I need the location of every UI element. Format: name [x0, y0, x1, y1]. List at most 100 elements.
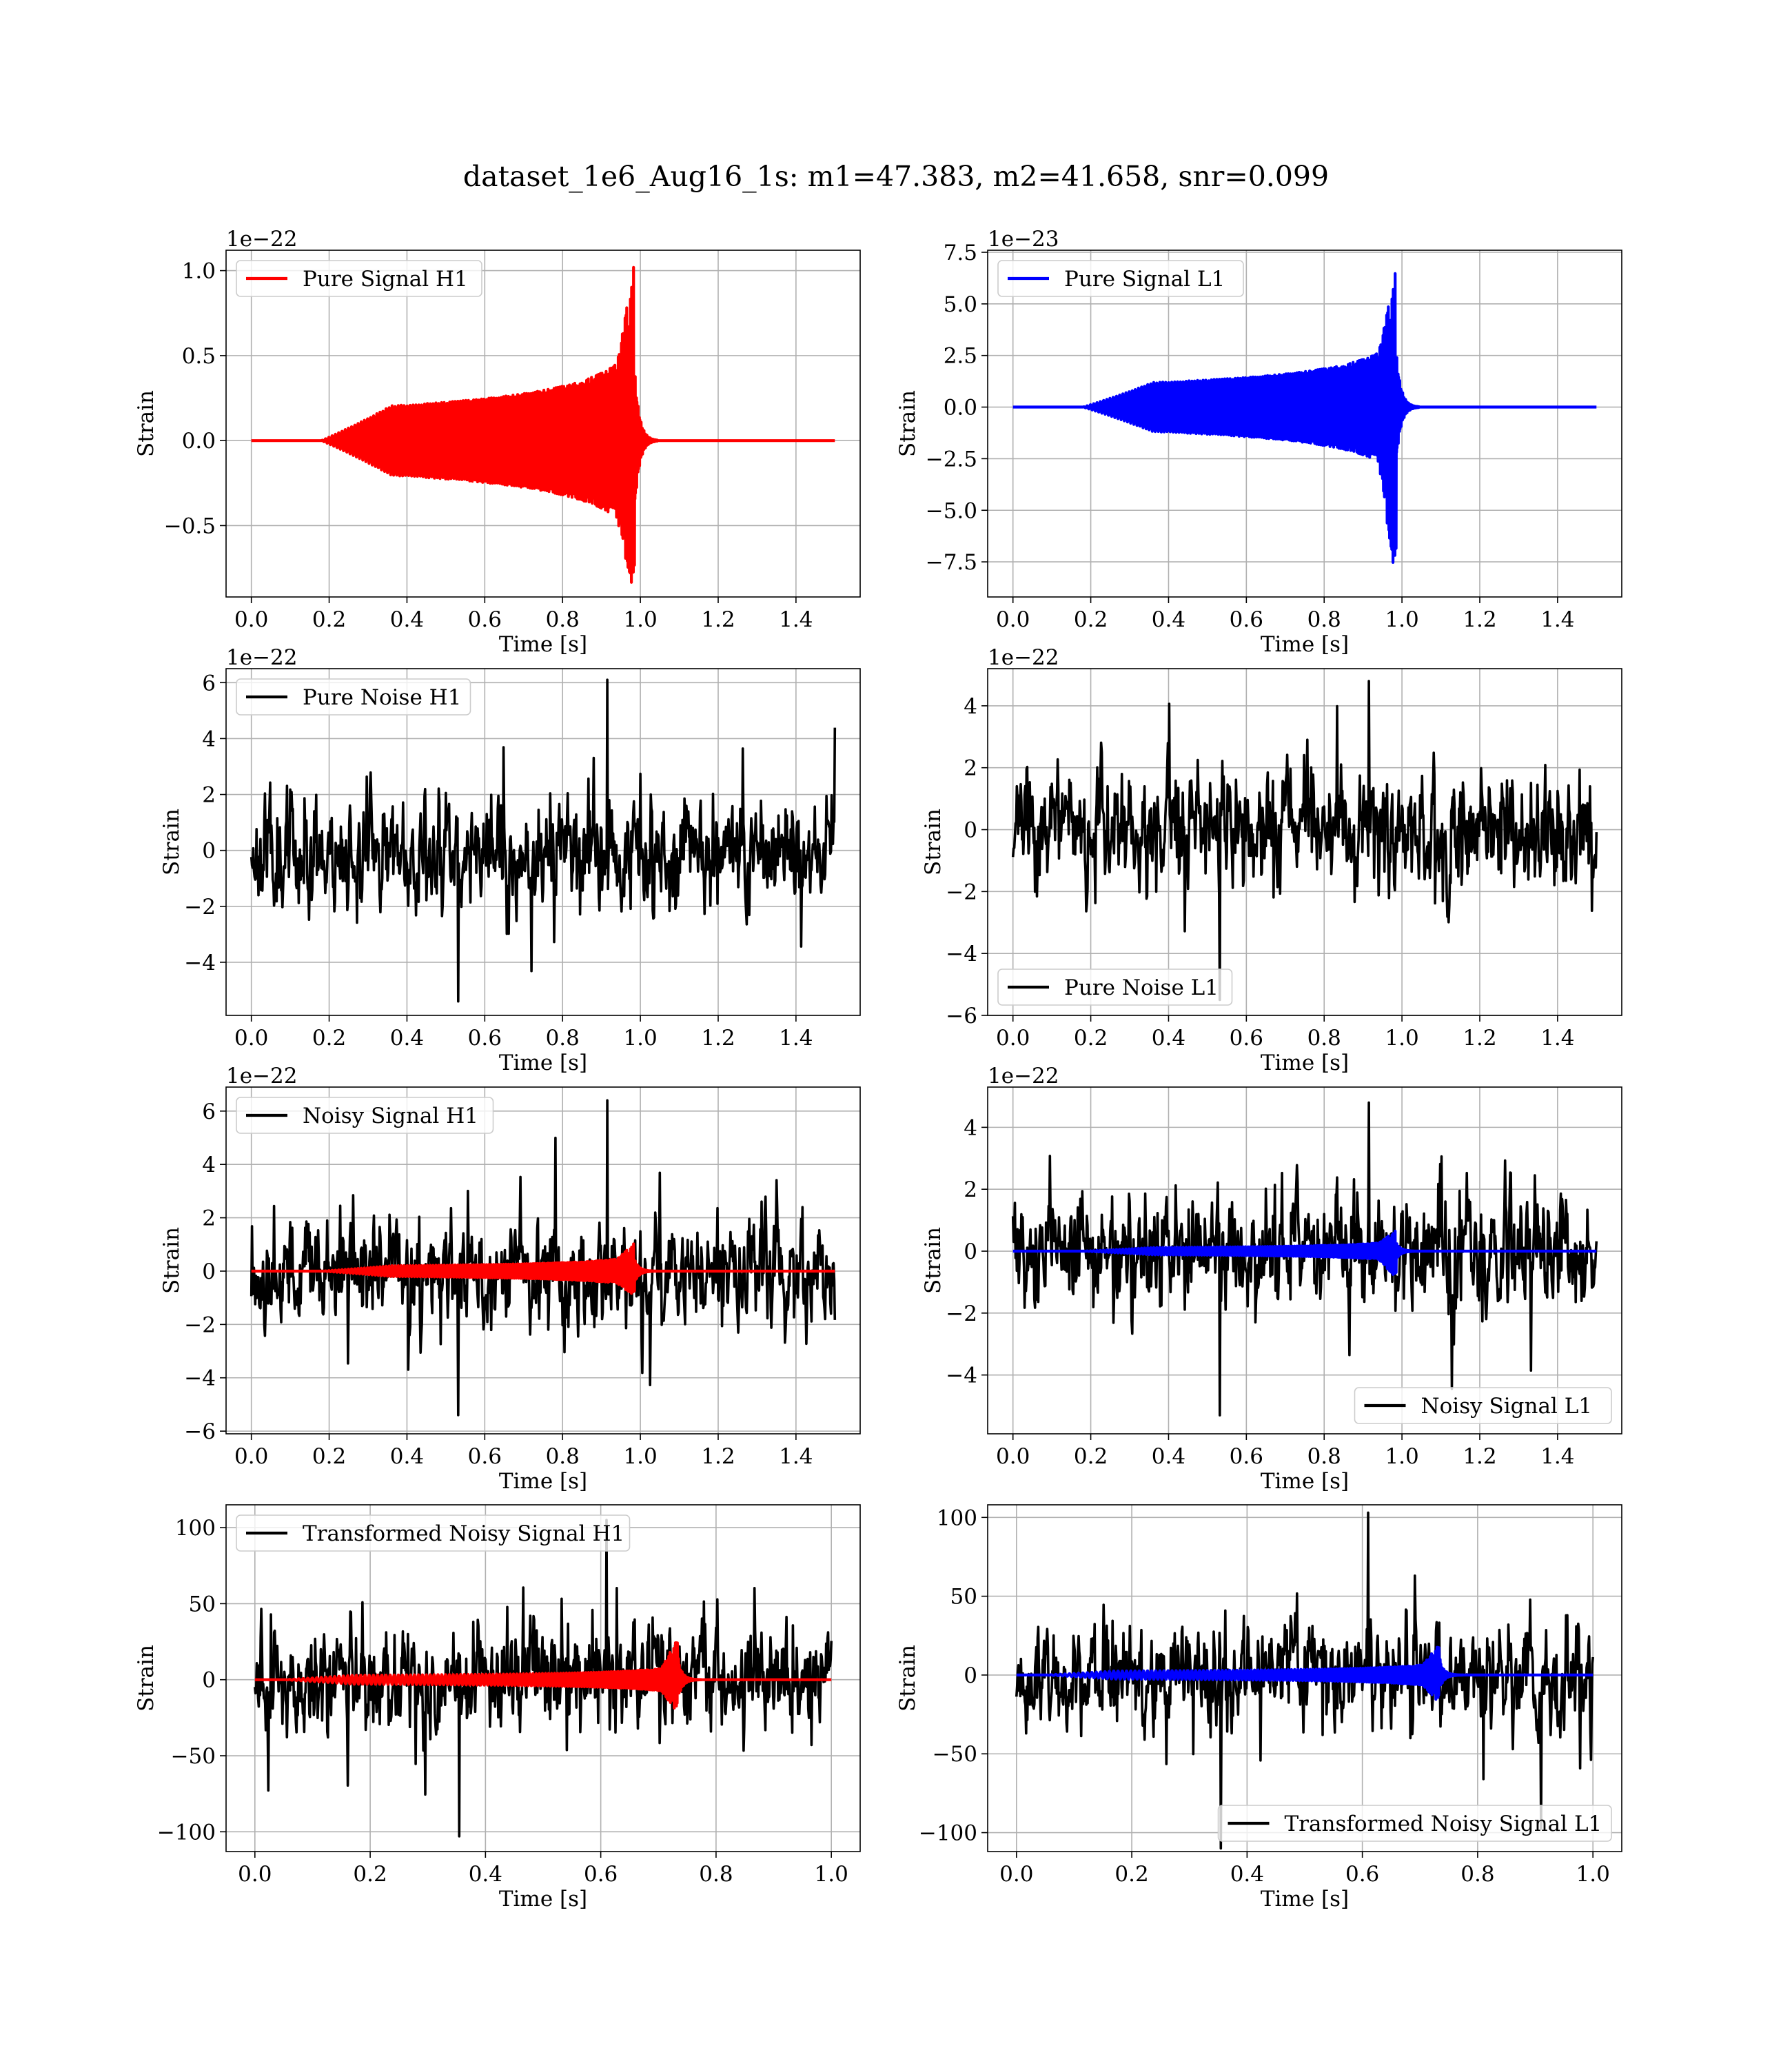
- y-tick-label: 50: [950, 1585, 977, 1610]
- x-tick-label: 1.2: [1463, 1444, 1496, 1469]
- y-axis-label: Strain: [895, 1645, 920, 1712]
- legend-box: [236, 1514, 631, 1552]
- y-tick-label: 0: [964, 818, 977, 843]
- x-tick-label: 1.0: [623, 1026, 657, 1051]
- legend-label: Noisy Signal H1: [303, 1104, 478, 1128]
- x-axis-label: Time [s]: [1261, 1051, 1349, 1075]
- y-tick-label: 100: [175, 1516, 216, 1541]
- legend-box: [236, 678, 471, 716]
- axes-frame: [987, 668, 1622, 1016]
- y-tick-label: 2: [202, 1206, 216, 1231]
- legend-box: [236, 260, 482, 297]
- series-line-2: [1015, 1645, 1594, 1701]
- y-tick-label: 0: [964, 1663, 977, 1688]
- y-tick-label: 6: [202, 1099, 216, 1124]
- x-tick-label: 0.6: [1230, 1444, 1263, 1469]
- x-tick-label: 0.2: [312, 1444, 346, 1469]
- legend-label: Noisy Signal L1: [1421, 1394, 1593, 1419]
- series-line-2: [1011, 1229, 1598, 1276]
- legend: Pure Noise H1: [236, 678, 471, 716]
- x-axis-label: Time [s]: [1261, 1469, 1349, 1494]
- x-tick-label: 1.2: [1463, 607, 1496, 632]
- axes-frame: [225, 668, 861, 1016]
- y-tick-label: 2: [202, 783, 216, 808]
- series-line-1: [250, 1099, 837, 1417]
- legend-label: Transformed Noisy Signal H1: [303, 1521, 624, 1546]
- y-tick-label: 4: [964, 694, 977, 719]
- x-tick-label: 0.0: [996, 607, 1030, 632]
- x-tick-label: 1.0: [1385, 607, 1418, 632]
- y-tick-label: −4: [184, 1366, 216, 1391]
- plot-area: [1011, 680, 1598, 1002]
- y-tick-label: 2: [964, 1177, 977, 1202]
- y-tick-label: 0: [964, 1239, 977, 1264]
- x-tick-label: 0.6: [1230, 607, 1263, 632]
- offset-text: 1e−22: [226, 1064, 298, 1088]
- x-tick-label: 0.8: [546, 1026, 580, 1051]
- y-tick-label: 0: [202, 839, 216, 864]
- y-axis-label: Strain: [921, 1227, 946, 1294]
- y-tick-label: 2.5: [944, 344, 977, 369]
- y-axis-label: Strain: [134, 390, 159, 457]
- x-tick-label: 0.8: [699, 1862, 733, 1887]
- subplot-7: 0.0 0.2 0.4 0.6 0.8 1.0 −100 −50 0 50 100 Time [s] S…: [134, 1504, 861, 1912]
- x-tick-label: 0.0: [234, 607, 268, 632]
- x-axis-label: Time [s]: [499, 1469, 587, 1494]
- x-tick-label: 0.4: [1152, 1444, 1185, 1469]
- figure-title: dataset_1e6_Aug16_1s: m1=47.383, m2=41.6…: [463, 160, 1329, 193]
- x-tick-label: 1.0: [1576, 1862, 1610, 1887]
- x-tick-label: 0.4: [390, 1444, 424, 1469]
- x-tick-label: 0.6: [1230, 1026, 1263, 1051]
- y-tick-label: −100: [157, 1820, 216, 1845]
- y-tick-label: −2: [946, 1301, 977, 1326]
- subplot-5: 0.0 0.2 0.4 0.6 0.8 1.0 1.2 1.4 −6 −4 −2 0 2 4 6 Time […: [159, 1064, 861, 1494]
- axes-frame: [225, 250, 861, 598]
- x-tick-label: 0.8: [546, 607, 580, 632]
- x-tick-label: 0.2: [1074, 607, 1108, 632]
- series-line-1: [250, 265, 837, 584]
- x-tick-label: 0.8: [1307, 1026, 1341, 1051]
- x-axis-label: Time [s]: [1261, 1887, 1349, 1912]
- x-tick-label: 0.0: [999, 1862, 1033, 1887]
- series-line-1: [250, 678, 837, 1003]
- axes-frame: [987, 1086, 1622, 1435]
- legend-label: Pure Signal L1: [1064, 267, 1225, 292]
- y-tick-label: 2: [964, 756, 977, 781]
- y-tick-label: 4: [202, 727, 216, 751]
- legend: Transformed Noisy Signal H1: [236, 1514, 631, 1552]
- axes-frame: [225, 1504, 861, 1852]
- legend: Pure Signal H1: [236, 260, 482, 297]
- x-tick-label: 0.8: [1307, 1444, 1341, 1469]
- plot-area: [1015, 1511, 1594, 1850]
- y-tick-label: 4: [202, 1153, 216, 1177]
- plot-area: [250, 1099, 837, 1417]
- y-tick-label: 100: [937, 1506, 977, 1530]
- y-axis-label: Strain: [134, 1645, 159, 1712]
- offset-text: 1e−22: [988, 645, 1059, 670]
- y-axis-label: Strain: [895, 390, 920, 457]
- x-tick-label: 1.4: [1540, 1026, 1574, 1051]
- y-tick-label: −6: [184, 1419, 216, 1444]
- x-tick-label: 0.6: [468, 1026, 502, 1051]
- x-axis-label: Time [s]: [499, 1051, 587, 1075]
- y-tick-label: −2: [946, 880, 977, 904]
- x-axis-label: Time [s]: [499, 632, 587, 657]
- y-tick-label: −2: [184, 1312, 216, 1337]
- x-tick-label: 1.4: [779, 1444, 813, 1469]
- x-tick-label: 0.0: [238, 1862, 272, 1887]
- offset-text: 1e−22: [226, 645, 298, 670]
- plot-area: [1011, 1101, 1598, 1417]
- subplot-1: 0.0 0.2 0.4 0.6 0.8 1.0 1.2 1.4 −0.5 0.0 0.5 1.0 Tim…: [134, 227, 861, 657]
- subplot-4: 0.0 0.2 0.4 0.6 0.8 1.0 1.2 1.4 −6 −4 −2 0 2 4 Time [s…: [921, 645, 1622, 1075]
- legend: Noisy Signal L1: [1354, 1387, 1612, 1424]
- x-tick-label: 0.4: [1152, 1026, 1185, 1051]
- subplot-6: 0.0 0.2 0.4 0.6 0.8 1.0 1.2 1.4 −4 −2 0 2 4 Time [s] S…: [921, 1064, 1622, 1494]
- legend-box: [1217, 1805, 1612, 1842]
- y-tick-label: −50: [933, 1742, 977, 1767]
- y-tick-label: 0.0: [182, 429, 216, 454]
- legend-label: Pure Signal H1: [303, 267, 468, 292]
- x-tick-label: 0.6: [468, 1444, 502, 1469]
- y-tick-label: −2.5: [926, 447, 977, 472]
- y-axis-label: Strain: [159, 1227, 184, 1294]
